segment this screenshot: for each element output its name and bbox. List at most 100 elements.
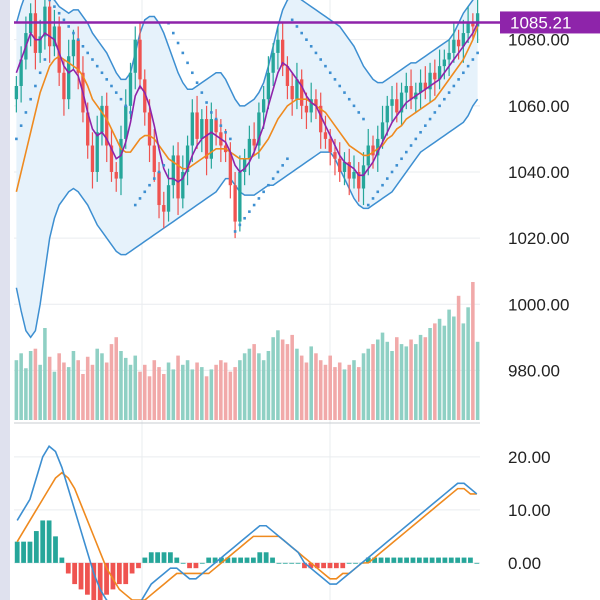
volume-bar	[19, 353, 23, 420]
volume-bar	[238, 360, 242, 420]
candle-body	[204, 119, 209, 159]
candle-body	[181, 171, 185, 199]
macd-histogram-bar	[168, 552, 173, 563]
sar-dot	[286, 157, 289, 161]
sar-dot	[152, 177, 156, 180]
sar-dot	[195, 81, 199, 84]
price-tick-label: 1040.00	[508, 163, 569, 182]
candle-body	[62, 72, 66, 100]
candle-body	[456, 39, 461, 47]
sar-dot	[457, 78, 460, 81]
macd-histogram-bar	[206, 557, 212, 563]
macd-histogram-bar	[436, 557, 441, 563]
candle-body	[138, 39, 142, 80]
volume-bar	[157, 367, 161, 420]
price-tick-label: 1060.00	[508, 97, 569, 116]
volume-bar	[452, 316, 456, 420]
macd-histogram-bar	[199, 562, 205, 564]
candle-body	[242, 158, 247, 172]
volume-bar	[375, 339, 380, 420]
macd-histogram-bar	[129, 562, 135, 574]
sar-dot	[138, 197, 142, 200]
sar-dot	[171, 31, 175, 35]
candle-body	[105, 105, 109, 146]
macd-histogram-bar	[474, 562, 480, 564]
candle-body	[257, 112, 261, 146]
volume-bar	[395, 337, 399, 420]
macd-histogram-bar	[161, 552, 167, 563]
sar-dot	[381, 183, 384, 187]
volume-bar	[242, 353, 247, 420]
candle-body	[86, 112, 90, 146]
candle-body	[252, 138, 256, 146]
sar-dot	[62, 18, 66, 22]
macd-histogram-bar	[429, 557, 435, 563]
macd-histogram-bar	[423, 557, 429, 563]
volume-bar	[385, 341, 390, 420]
sar-dot	[257, 197, 261, 200]
candle-body	[280, 39, 285, 67]
volume-bar	[352, 360, 356, 420]
sar-dot	[271, 177, 275, 180]
macd-histogram-bar	[136, 562, 141, 569]
price-tick-label: 1000.00	[508, 295, 569, 314]
macd-histogram-bar	[404, 557, 409, 563]
volume-bar	[166, 362, 171, 420]
candle-body	[171, 155, 175, 186]
volume-bars	[14, 282, 480, 420]
candle-body	[442, 59, 447, 67]
volume-bar	[219, 360, 223, 420]
candle-body	[471, 23, 475, 27]
candle-body	[428, 72, 432, 90]
macd-histogram-bar	[123, 562, 129, 585]
macd-histogram-bar	[219, 557, 224, 563]
candle-body	[19, 59, 23, 86]
candle-body	[14, 85, 19, 100]
volume-bar	[52, 371, 57, 420]
candle-body	[214, 119, 218, 133]
sar-dot	[290, 18, 294, 22]
macd-histogram-bar	[314, 562, 320, 569]
volume-bar	[299, 355, 304, 420]
candle-body	[385, 105, 389, 123]
sar-dot	[53, 5, 56, 8]
sar-dot	[176, 41, 180, 45]
candle-body	[100, 105, 104, 133]
candle-body	[119, 138, 123, 179]
candle-body	[162, 205, 166, 212]
sar-dot	[100, 71, 104, 75]
candle-body	[261, 99, 266, 113]
macd-histogram-bar	[270, 557, 275, 563]
macd-histogram-bar	[333, 562, 339, 569]
macd-histogram-bar	[85, 562, 90, 595]
macd-histogram-bar	[416, 557, 422, 563]
sar-dot	[385, 177, 389, 180]
sar-dot	[409, 144, 413, 147]
macd-histogram-bar	[442, 557, 448, 563]
macd-panel	[14, 445, 480, 600]
sar-dot	[248, 210, 251, 213]
macd-histogram-bar	[282, 562, 288, 564]
sar-dot	[433, 111, 437, 114]
volume-bar	[62, 362, 66, 420]
volume-bar	[290, 334, 294, 420]
candle-body	[423, 82, 427, 90]
volume-bar	[142, 364, 147, 420]
macd-histogram-bar	[276, 562, 282, 564]
volume-bar	[442, 325, 447, 420]
macd-histogram-bar	[455, 557, 461, 563]
candle-body	[304, 105, 309, 113]
macd-histogram-bar	[65, 562, 71, 574]
sar-dot	[400, 157, 403, 161]
last-price-tag	[500, 11, 600, 34]
volume-bar	[100, 353, 104, 420]
candle-body	[371, 145, 375, 156]
macd-histogram-bar	[346, 562, 352, 564]
sar-dot	[295, 25, 299, 28]
candle-body	[323, 132, 328, 139]
sar-dot	[276, 170, 280, 174]
sar-dot	[443, 97, 446, 101]
sar-dot	[48, 0, 51, 2]
sar-dot	[462, 71, 465, 75]
